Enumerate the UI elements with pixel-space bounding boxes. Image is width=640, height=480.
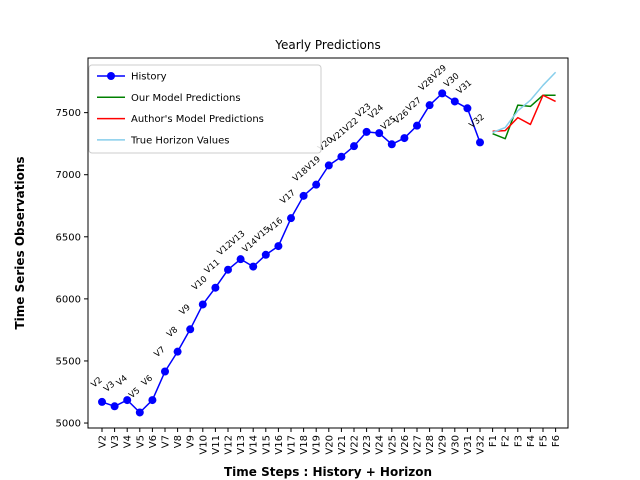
data-point — [463, 104, 472, 113]
x-tick-label: V4 — [123, 435, 134, 448]
data-point — [123, 396, 132, 405]
chart-title: Yearly Predictions — [274, 38, 381, 52]
legend-entry: History — [131, 72, 167, 83]
data-point — [438, 89, 447, 98]
x-tick-label: V15 — [261, 435, 272, 455]
data-point — [135, 408, 144, 417]
data-point — [224, 265, 232, 274]
x-tick-label: V19 — [312, 435, 323, 455]
series-line-true-horizon-values — [492, 71, 557, 134]
x-tick-label: F2 — [501, 435, 512, 447]
y-axis-label: Time Series Observations — [13, 156, 27, 329]
x-tick-label: F3 — [513, 435, 524, 447]
data-point — [236, 255, 245, 264]
x-axis-label: Time Steps : History + Horizon — [224, 465, 432, 479]
data-point — [98, 397, 106, 406]
legend-box — [88, 64, 322, 154]
data-point — [387, 140, 396, 149]
x-tick-label: V9 — [186, 435, 197, 448]
data-point — [375, 129, 384, 138]
legend: History Our Model Predictions Author's Mod… — [88, 64, 322, 154]
x-tick-label: V17 — [287, 435, 298, 455]
x-tick-label: V24 — [375, 435, 386, 455]
data-point — [362, 127, 371, 136]
x-tick-label: V23 — [362, 435, 373, 455]
x-tick-label: F4 — [526, 435, 537, 447]
x-tick-label: V26 — [400, 435, 411, 455]
data-point — [413, 121, 421, 130]
data-point — [261, 250, 270, 259]
x-tick-label: V27 — [413, 435, 424, 455]
x-tick-label: V20 — [324, 435, 335, 455]
x-tick-label: V31 — [463, 435, 474, 455]
data-point — [476, 138, 484, 147]
x-tick-label: F5 — [539, 435, 550, 447]
plot-frame — [87, 57, 569, 429]
y-tick-label: 7000 — [56, 170, 81, 181]
data-point — [110, 402, 119, 411]
y-tick-label: 5500 — [56, 356, 81, 367]
x-tick-label: V3 — [110, 435, 121, 448]
x-tick-label: F1 — [488, 435, 499, 447]
x-tick-label: V7 — [161, 435, 172, 448]
x-tick-label: V10 — [198, 435, 209, 455]
x-tick-label: V2 — [98, 435, 109, 448]
x-tick-label: V14 — [249, 435, 260, 455]
x-tick-label: V18 — [299, 435, 310, 455]
x-tick-label: V28 — [425, 435, 436, 455]
x-tick-label: V30 — [450, 435, 461, 455]
x-tick-label: V12 — [224, 435, 235, 455]
legend-entry: Author's Model Predictions — [131, 114, 264, 125]
data-point — [299, 191, 308, 200]
legend-entry: Our Model Predictions — [131, 93, 241, 104]
data-point — [324, 161, 333, 170]
data-point — [249, 262, 258, 271]
data-point — [287, 214, 295, 223]
y-tick-label: 5000 — [56, 419, 81, 430]
data-point — [186, 325, 195, 334]
axes: 5000 5500 6000 6500 7000 7500 V2 V3 V4 V5 V6 V7 V8 V9… — [56, 108, 563, 454]
data-point — [400, 134, 409, 143]
data-point — [425, 101, 434, 110]
data-point — [161, 367, 169, 376]
legend-marker — [107, 72, 115, 80]
x-tick-label: V11 — [211, 435, 222, 455]
data-point — [173, 347, 182, 356]
data-point — [274, 242, 283, 251]
x-tick-label: V13 — [236, 435, 247, 455]
data-point — [337, 152, 346, 161]
x-tick-label: F6 — [551, 435, 562, 447]
x-tick-label: V22 — [350, 435, 361, 455]
data-point — [450, 97, 459, 106]
data-point — [211, 283, 220, 292]
data-point — [350, 142, 358, 151]
x-tick-label: V6 — [148, 435, 159, 448]
y-tick-label: 6000 — [56, 294, 81, 305]
x-tick-label: V32 — [476, 435, 487, 455]
y-tick-label: 6500 — [56, 232, 81, 243]
series-line-author-s-model-predictions — [492, 94, 556, 133]
x-tick-label: V25 — [387, 435, 398, 455]
x-tick-label: V8 — [173, 435, 184, 448]
legend-entry: True Horizon Values — [130, 135, 230, 146]
x-tick-label: V16 — [274, 435, 285, 455]
x-tick-label: V29 — [438, 435, 449, 455]
data-point — [198, 300, 207, 309]
data-point — [148, 396, 157, 405]
x-tick-label: V5 — [135, 435, 146, 448]
data-point — [312, 180, 321, 189]
y-tick-label: 7500 — [56, 108, 81, 119]
x-tick-label: V21 — [337, 435, 348, 455]
